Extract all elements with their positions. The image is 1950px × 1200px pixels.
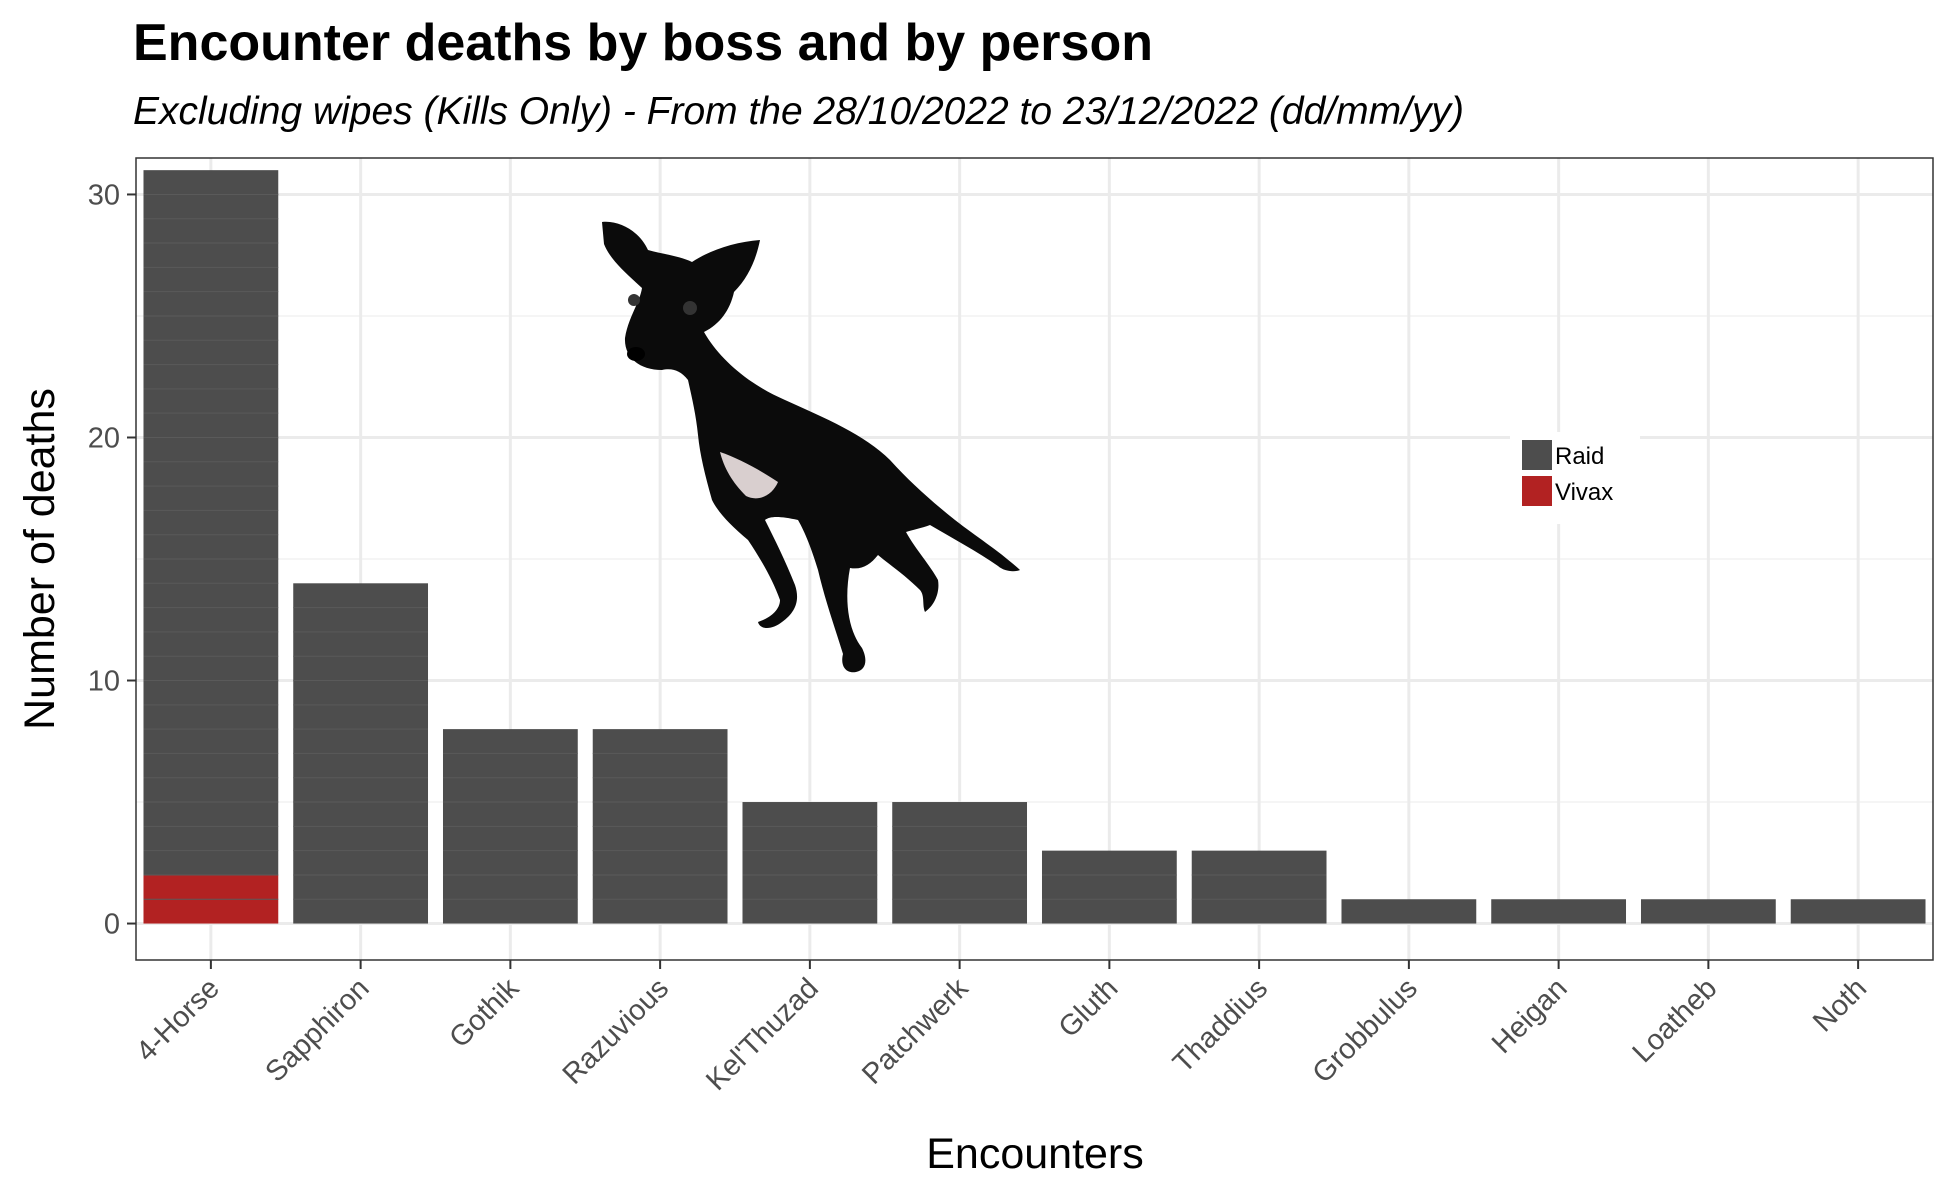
- x-tick-label: Thaddius: [1167, 972, 1274, 1079]
- x-tick-label: Sapphiron: [259, 972, 375, 1088]
- x-tick-label: Gothik: [443, 972, 525, 1054]
- legend-label-vivax: Vivax: [1555, 479, 1613, 506]
- dog-eye-left: [628, 294, 640, 306]
- x-axis-title: Encounters: [926, 1130, 1144, 1178]
- chart-subtitle: Excluding wipes (Kills Only) - From the …: [133, 90, 1464, 133]
- x-tick-label: Razuvious: [557, 972, 675, 1090]
- bar-raid: [1341, 899, 1477, 924]
- x-tick-label: Gluth: [1053, 972, 1125, 1044]
- dog-belly-patch: [720, 452, 778, 499]
- bar-raid: [1491, 899, 1627, 924]
- black-dog-photo: [602, 221, 1020, 673]
- dog-eye-right: [683, 301, 697, 315]
- y-tick-label: 0: [104, 909, 120, 941]
- y-tick-label: 10: [88, 666, 120, 698]
- y-tick-label: 30: [88, 179, 120, 211]
- y-axis: 0 10 20 30: [88, 179, 136, 941]
- legend-label-raid: Raid: [1555, 443, 1604, 470]
- bars: [143, 170, 1926, 924]
- x-tick-label: Kel'Thuzad: [700, 972, 825, 1097]
- legend-key-raid: [1522, 440, 1552, 470]
- x-tick-label: Loatheb: [1627, 972, 1724, 1069]
- x-tick-label: Patchwerk: [856, 972, 975, 1091]
- legend: Raid Vivax: [1510, 432, 1640, 524]
- x-axis: 4-Horse Sapphiron Gothik Razuvious Kel'Thuza…: [130, 960, 1873, 1097]
- bar-raid: [742, 802, 878, 924]
- bar-raid: [1640, 899, 1776, 924]
- plot-border: [135, 157, 1934, 961]
- chart-title: Encounter deaths by boss and by person: [133, 14, 1153, 72]
- y-tick-label: 20: [88, 422, 120, 454]
- x-tick-label: Grobbulus: [1307, 972, 1424, 1089]
- dog-nose: [627, 347, 645, 361]
- bar-raid: [143, 170, 279, 875]
- x-tick-label: Heigan: [1486, 972, 1574, 1060]
- bar-raid: [1790, 899, 1926, 924]
- bar-raid: [1191, 850, 1327, 924]
- legend-key-vivax: [1522, 476, 1552, 506]
- bar-raid: [892, 802, 1028, 924]
- x-tick-label: Noth: [1807, 972, 1873, 1038]
- bar-raid: [1041, 850, 1177, 924]
- y-axis-title: Number of deaths: [16, 388, 64, 730]
- x-tick-label: 4-Horse: [130, 972, 226, 1068]
- dog-body: [602, 221, 1020, 673]
